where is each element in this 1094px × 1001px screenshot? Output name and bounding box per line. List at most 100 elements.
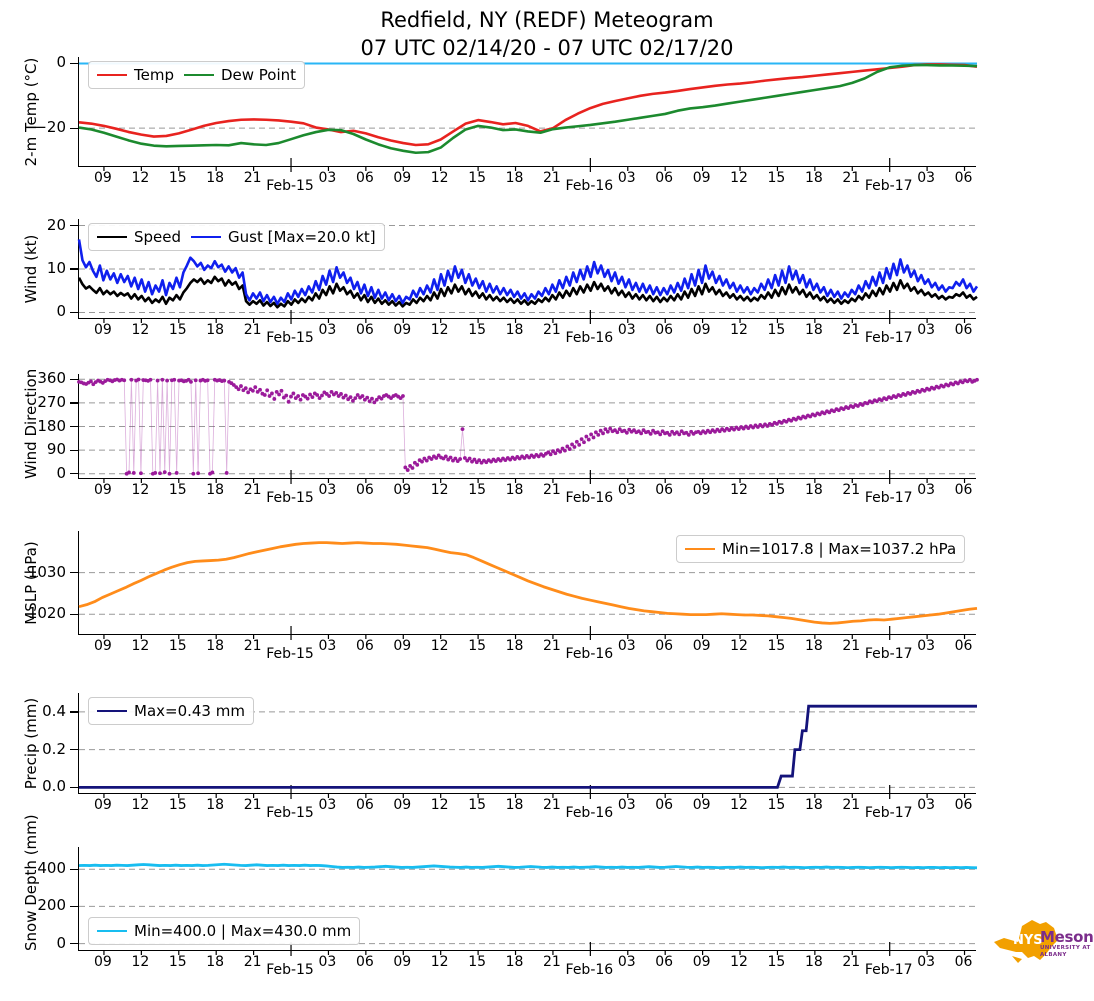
- wind-direction-point: [586, 437, 591, 442]
- x-tick-hour-label: 15: [168, 954, 187, 970]
- x-tick-hour-label: 03: [617, 322, 636, 338]
- x-tick-hour-label: 06: [655, 638, 674, 654]
- wind-direction-point: [81, 381, 86, 386]
- wind-direction-point: [274, 389, 279, 394]
- wind-direction-point: [181, 379, 186, 384]
- x-tick-hour-label: 12: [430, 954, 449, 970]
- wind-direction-point: [98, 379, 103, 384]
- wind-direction-point: [246, 390, 251, 395]
- wind-direction-point: [253, 385, 258, 390]
- wind-direction-point: [739, 425, 744, 429]
- wind-direction-point: [493, 459, 498, 464]
- wind-direction-point: [836, 408, 841, 413]
- x-tick-day-label: Feb-15: [266, 962, 314, 978]
- legend-snow_depth[interactable]: Min=400.0 | Max=430.0 mm: [88, 917, 361, 945]
- wind-direction-point: [705, 428, 710, 433]
- wind-direction-point: [482, 458, 486, 463]
- wind-direction-point: [286, 399, 291, 404]
- wind-direction-point: [817, 412, 822, 417]
- wind-direction-point: [646, 429, 651, 434]
- wind-direction-point: [832, 409, 836, 414]
- wind-direction-point: [839, 406, 844, 411]
- wind-direction-point: [922, 388, 927, 393]
- wind-direction-point: [527, 455, 532, 460]
- x-tick-hour-label: 18: [206, 797, 225, 813]
- legend-mslp[interactable]: Min=1017.8 | Max=1037.2 hPa: [676, 535, 966, 563]
- wind-direction-point: [220, 379, 224, 383]
- wind-direction-point: [84, 382, 89, 386]
- wind-direction-point: [298, 397, 303, 402]
- legend-item: Temp: [97, 66, 174, 84]
- wind-direction-point: [365, 395, 370, 400]
- x-tick-hour-label: 18: [505, 638, 524, 654]
- wind-direction-point: [627, 427, 632, 432]
- wind-direction-point: [629, 429, 634, 434]
- x-tick-hour-label: 03: [318, 954, 337, 970]
- y-tick-mark: [70, 224, 79, 227]
- x-tick-day-label: Feb-17: [864, 330, 913, 346]
- wind-direction-point: [396, 394, 401, 399]
- y-axis-label-snow_depth: Snow Depth (mm): [22, 814, 40, 951]
- wind-direction-point: [813, 413, 817, 418]
- legend-swatch-line-icon: [97, 236, 127, 238]
- x-tick-day-label: Feb-17: [864, 646, 913, 662]
- x-tick-hour-label: 09: [393, 170, 412, 186]
- wind-direction-point: [796, 415, 801, 420]
- legend-swatch-line-icon: [685, 548, 715, 550]
- wind-direction-point: [303, 394, 308, 399]
- plot-area-wind_direction: [77, 374, 979, 484]
- legend-wind[interactable]: Speed Gust [Max=20.0 kt]: [88, 223, 385, 251]
- wind-direction-connector: [78, 378, 978, 475]
- wind-direction-point: [165, 378, 170, 383]
- x-tick-day-label: Feb-17: [864, 805, 913, 821]
- wind-direction-point: [362, 397, 367, 402]
- x-tick-hour-label: 09: [692, 170, 711, 186]
- x-tick-hour-label: 12: [730, 322, 748, 338]
- y-tick-label: 90: [46, 440, 66, 459]
- x-tick-hour-label: 09: [692, 954, 711, 970]
- y-tick-mark: [70, 62, 79, 65]
- wind-direction-point: [189, 379, 193, 384]
- legend-item: Speed: [97, 228, 181, 246]
- x-tick-hour-label: 06: [954, 170, 973, 186]
- legend-precip[interactable]: Max=0.43 mm: [88, 697, 254, 725]
- wind-direction-point: [162, 470, 167, 475]
- x-tick-hour-label: 09: [393, 638, 412, 654]
- wind-direction-point: [794, 417, 798, 422]
- y-tick-mark: [70, 786, 79, 789]
- wind-direction-point: [358, 395, 362, 400]
- wind-direction-point: [403, 465, 408, 470]
- wind-direction-point: [713, 429, 717, 434]
- wind-direction-point: [727, 428, 732, 433]
- y-tick-label: 0: [56, 302, 66, 321]
- legend-temperature[interactable]: Temp Dew Point: [88, 61, 306, 89]
- wind-direction-point: [346, 397, 351, 402]
- x-tick-day-label: Feb-17: [864, 962, 913, 978]
- wind-direction-point: [143, 378, 148, 383]
- wind-direction-point: [150, 471, 155, 476]
- wind-direction-point: [391, 394, 396, 398]
- wind-direction-point: [305, 396, 310, 401]
- wind-direction-point: [653, 430, 658, 435]
- title-line-2: 07 UTC 02/14/20 - 07 UTC 02/17/20: [360, 36, 734, 60]
- legend-item: Min=400.0 | Max=430.0 mm: [97, 922, 351, 940]
- wind-direction-point: [513, 457, 517, 461]
- x-tick-hour-label: 06: [954, 954, 973, 970]
- wind-direction-point: [805, 413, 810, 418]
- wind-direction-point: [489, 459, 493, 464]
- x-tick-hour-label: 12: [131, 170, 150, 186]
- wind-direction-point: [377, 395, 382, 399]
- x-tick-hour-label: 18: [206, 322, 225, 338]
- wind-direction-point: [281, 395, 286, 400]
- wind-direction-point: [117, 378, 122, 383]
- x-tick-hour-label: 18: [804, 954, 823, 970]
- x-tick-hour-label: 18: [206, 638, 225, 654]
- wind-direction-point: [877, 397, 882, 402]
- wind-direction-point: [446, 457, 451, 462]
- logo-nys-text: NYS: [1013, 933, 1043, 948]
- wind-direction-point: [174, 471, 179, 475]
- wind-direction-point: [301, 393, 305, 397]
- wind-direction-point: [110, 379, 115, 384]
- wind-direction-point: [329, 389, 334, 394]
